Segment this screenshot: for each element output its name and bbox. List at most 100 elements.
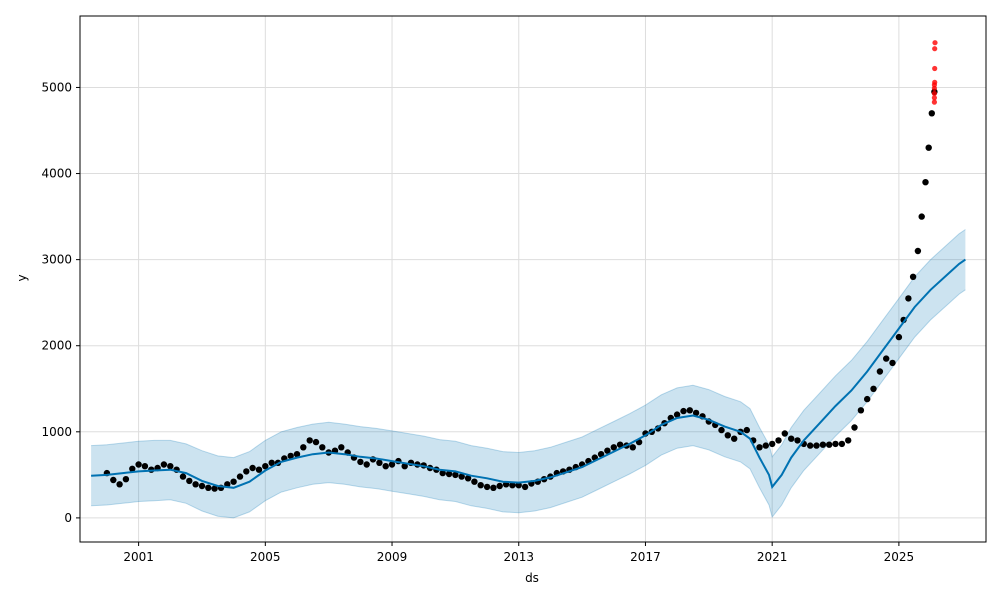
x-tick-label: 2017 bbox=[630, 550, 661, 564]
uncertainty-band-lower-edge bbox=[91, 289, 966, 519]
observed-point bbox=[192, 481, 199, 488]
observed-point bbox=[925, 144, 932, 151]
observed-point bbox=[312, 438, 320, 446]
outlier-point bbox=[932, 79, 938, 85]
observed-point bbox=[864, 395, 871, 403]
observed-point bbox=[724, 432, 731, 439]
x-axis-label: ds bbox=[525, 571, 539, 585]
observed-point bbox=[914, 247, 922, 255]
observed-point bbox=[876, 368, 884, 375]
observed-point bbox=[673, 411, 681, 418]
observed-point bbox=[129, 465, 136, 472]
outlier-point bbox=[931, 90, 938, 97]
observed-point bbox=[490, 484, 497, 491]
observed-point bbox=[160, 461, 168, 468]
observed-point bbox=[731, 435, 738, 442]
outlier-point bbox=[932, 46, 938, 52]
observed-point bbox=[255, 466, 263, 473]
observed-point bbox=[483, 483, 491, 491]
observed-point bbox=[300, 444, 307, 451]
observed-point bbox=[781, 430, 788, 437]
observed-point bbox=[179, 473, 187, 480]
observed-point bbox=[845, 437, 852, 444]
observed-point bbox=[905, 295, 912, 302]
grid-lines bbox=[80, 16, 986, 542]
observed-point bbox=[718, 426, 725, 434]
observed-point bbox=[813, 442, 820, 449]
observed-point bbox=[116, 481, 123, 488]
x-tick-label: 2025 bbox=[884, 550, 915, 564]
observed-point bbox=[230, 478, 237, 485]
x-axis-ticks: 2001 2005 2009 2013 2017 2021 2025 bbox=[123, 542, 914, 564]
observed-point bbox=[857, 407, 865, 414]
x-tick-label: 2013 bbox=[503, 550, 534, 564]
x-tick-label: 2005 bbox=[250, 550, 281, 564]
observed-point bbox=[445, 470, 453, 478]
observed-point bbox=[775, 437, 782, 444]
observed-point bbox=[458, 473, 465, 480]
observed-point bbox=[509, 482, 516, 489]
observed-point bbox=[186, 477, 193, 485]
observed-point bbox=[521, 483, 529, 491]
observed-point bbox=[293, 451, 301, 458]
observed-point bbox=[319, 444, 326, 451]
observed-point bbox=[167, 463, 174, 470]
observed-point bbox=[788, 435, 795, 442]
observed-point bbox=[515, 482, 522, 489]
observed-point bbox=[769, 440, 776, 448]
y-tick-label: 5000 bbox=[41, 80, 72, 94]
observed-point bbox=[794, 437, 801, 444]
observed-point bbox=[477, 482, 484, 489]
y-tick-label: 0 bbox=[64, 511, 72, 525]
observed-point bbox=[851, 424, 858, 431]
observed-point bbox=[452, 471, 459, 479]
observed-point bbox=[610, 444, 617, 451]
outlier-points bbox=[931, 40, 938, 105]
x-tick-label: 2009 bbox=[377, 550, 408, 564]
observed-point bbox=[889, 359, 896, 367]
observed-point bbox=[686, 407, 693, 414]
observed-point bbox=[743, 426, 750, 434]
observed-point bbox=[826, 441, 833, 448]
y-tick-label: 4000 bbox=[41, 167, 72, 181]
observed-point bbox=[338, 444, 345, 451]
observed-point bbox=[464, 475, 472, 482]
observed-point bbox=[909, 273, 917, 280]
y-tick-label: 2000 bbox=[41, 339, 72, 353]
observed-point bbox=[928, 110, 935, 117]
observed-point bbox=[135, 461, 142, 468]
observed-point bbox=[382, 463, 389, 470]
observed-point bbox=[832, 440, 839, 448]
outlier-point bbox=[932, 65, 938, 72]
observed-point bbox=[376, 459, 383, 466]
observed-point bbox=[110, 476, 117, 484]
observed-point bbox=[262, 463, 269, 470]
observed-point bbox=[401, 463, 408, 470]
observed-point bbox=[756, 444, 763, 451]
plot-frame bbox=[79, 15, 987, 543]
observed-point bbox=[287, 452, 294, 460]
uncertainty-band bbox=[91, 229, 966, 518]
observed-point bbox=[243, 468, 250, 475]
y-axis-ticks: 0 1000 2000 3000 4000 5000 bbox=[41, 80, 80, 525]
observed-point bbox=[604, 447, 611, 454]
observed-point bbox=[205, 484, 212, 491]
observed-point bbox=[680, 407, 687, 415]
observed-point bbox=[357, 458, 364, 466]
observed-point bbox=[211, 485, 218, 492]
observed-point bbox=[819, 441, 827, 448]
x-tick-label: 2021 bbox=[757, 550, 788, 564]
forecast-line bbox=[91, 258, 966, 490]
observed-point bbox=[922, 179, 929, 186]
observed-point bbox=[762, 442, 769, 449]
observed-point bbox=[883, 355, 890, 362]
outlier-point bbox=[931, 99, 938, 105]
x-tick-label: 2001 bbox=[123, 550, 154, 564]
observed-point bbox=[268, 459, 275, 466]
observed-point bbox=[870, 385, 877, 392]
observed-point bbox=[629, 444, 636, 451]
observed-point bbox=[692, 409, 700, 417]
observed-point bbox=[838, 440, 846, 448]
